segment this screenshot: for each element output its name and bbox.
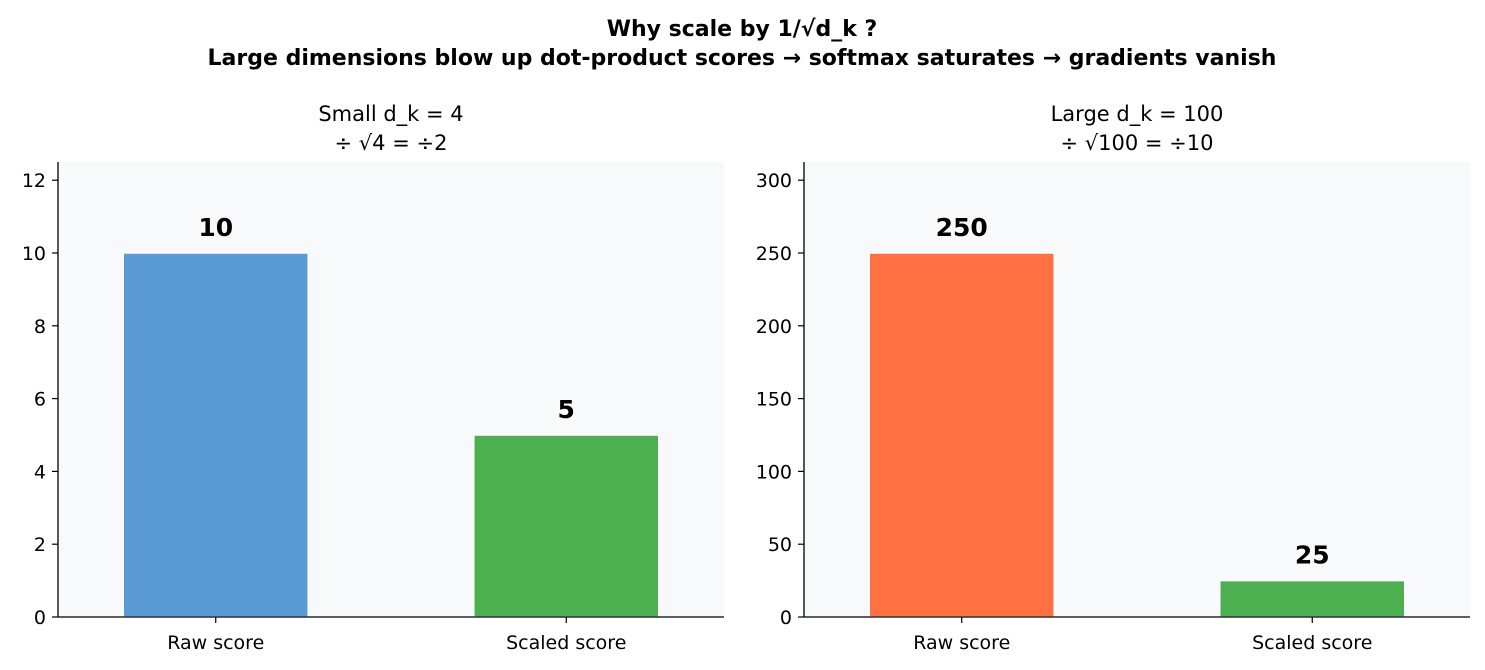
chart-title-line2: ÷ √100 = ÷10 [1061,131,1214,155]
y-tick-label: 2 [34,534,46,556]
y-tick-label: 8 [34,316,46,338]
bar-scaled-score [1219,579,1406,618]
y-tick-label: 6 [34,389,46,411]
x-tick-label: Raw score [913,632,1010,654]
x-tick-label: Raw score [167,632,264,654]
bar-value-label: 25 [1295,541,1330,570]
y-tick-label: 12 [22,170,46,192]
y-tick-label: 0 [780,607,792,629]
y-tick-label: 50 [768,534,792,556]
bar-raw-score [868,252,1055,618]
bar-raw-score [122,252,309,618]
figure-title-line1: Why scale by 1/√d_k ? [607,17,878,42]
bar-value-label: 250 [936,213,988,242]
chart-title-line1: Small d_k = 4 [318,102,463,127]
bar-value-label: 5 [558,395,575,424]
y-tick-label: 300 [756,170,792,192]
y-tick-label: 10 [22,243,46,265]
y-tick-label: 250 [756,243,792,265]
chart-title-line1: Large d_k = 100 [1051,102,1224,127]
x-tick-label: Scaled score [1252,632,1372,654]
bar-scaled-score [473,434,660,618]
y-tick-label: 4 [34,461,46,483]
y-tick-label: 150 [756,389,792,411]
figure-title-line2: Large dimensions blow up dot-product sco… [208,46,1277,71]
y-tick-label: 200 [756,316,792,338]
x-tick-label: Scaled score [506,632,626,654]
chart-small-dk: Small d_k = 4 ÷ √4 = ÷2 10 Raw score 5 Scal… [22,102,724,654]
chart-title-line2: ÷ √4 = ÷2 [335,131,448,155]
bar-value-label: 10 [198,213,233,242]
y-tick-label: 100 [756,461,792,483]
y-tick-label: 0 [34,607,46,629]
